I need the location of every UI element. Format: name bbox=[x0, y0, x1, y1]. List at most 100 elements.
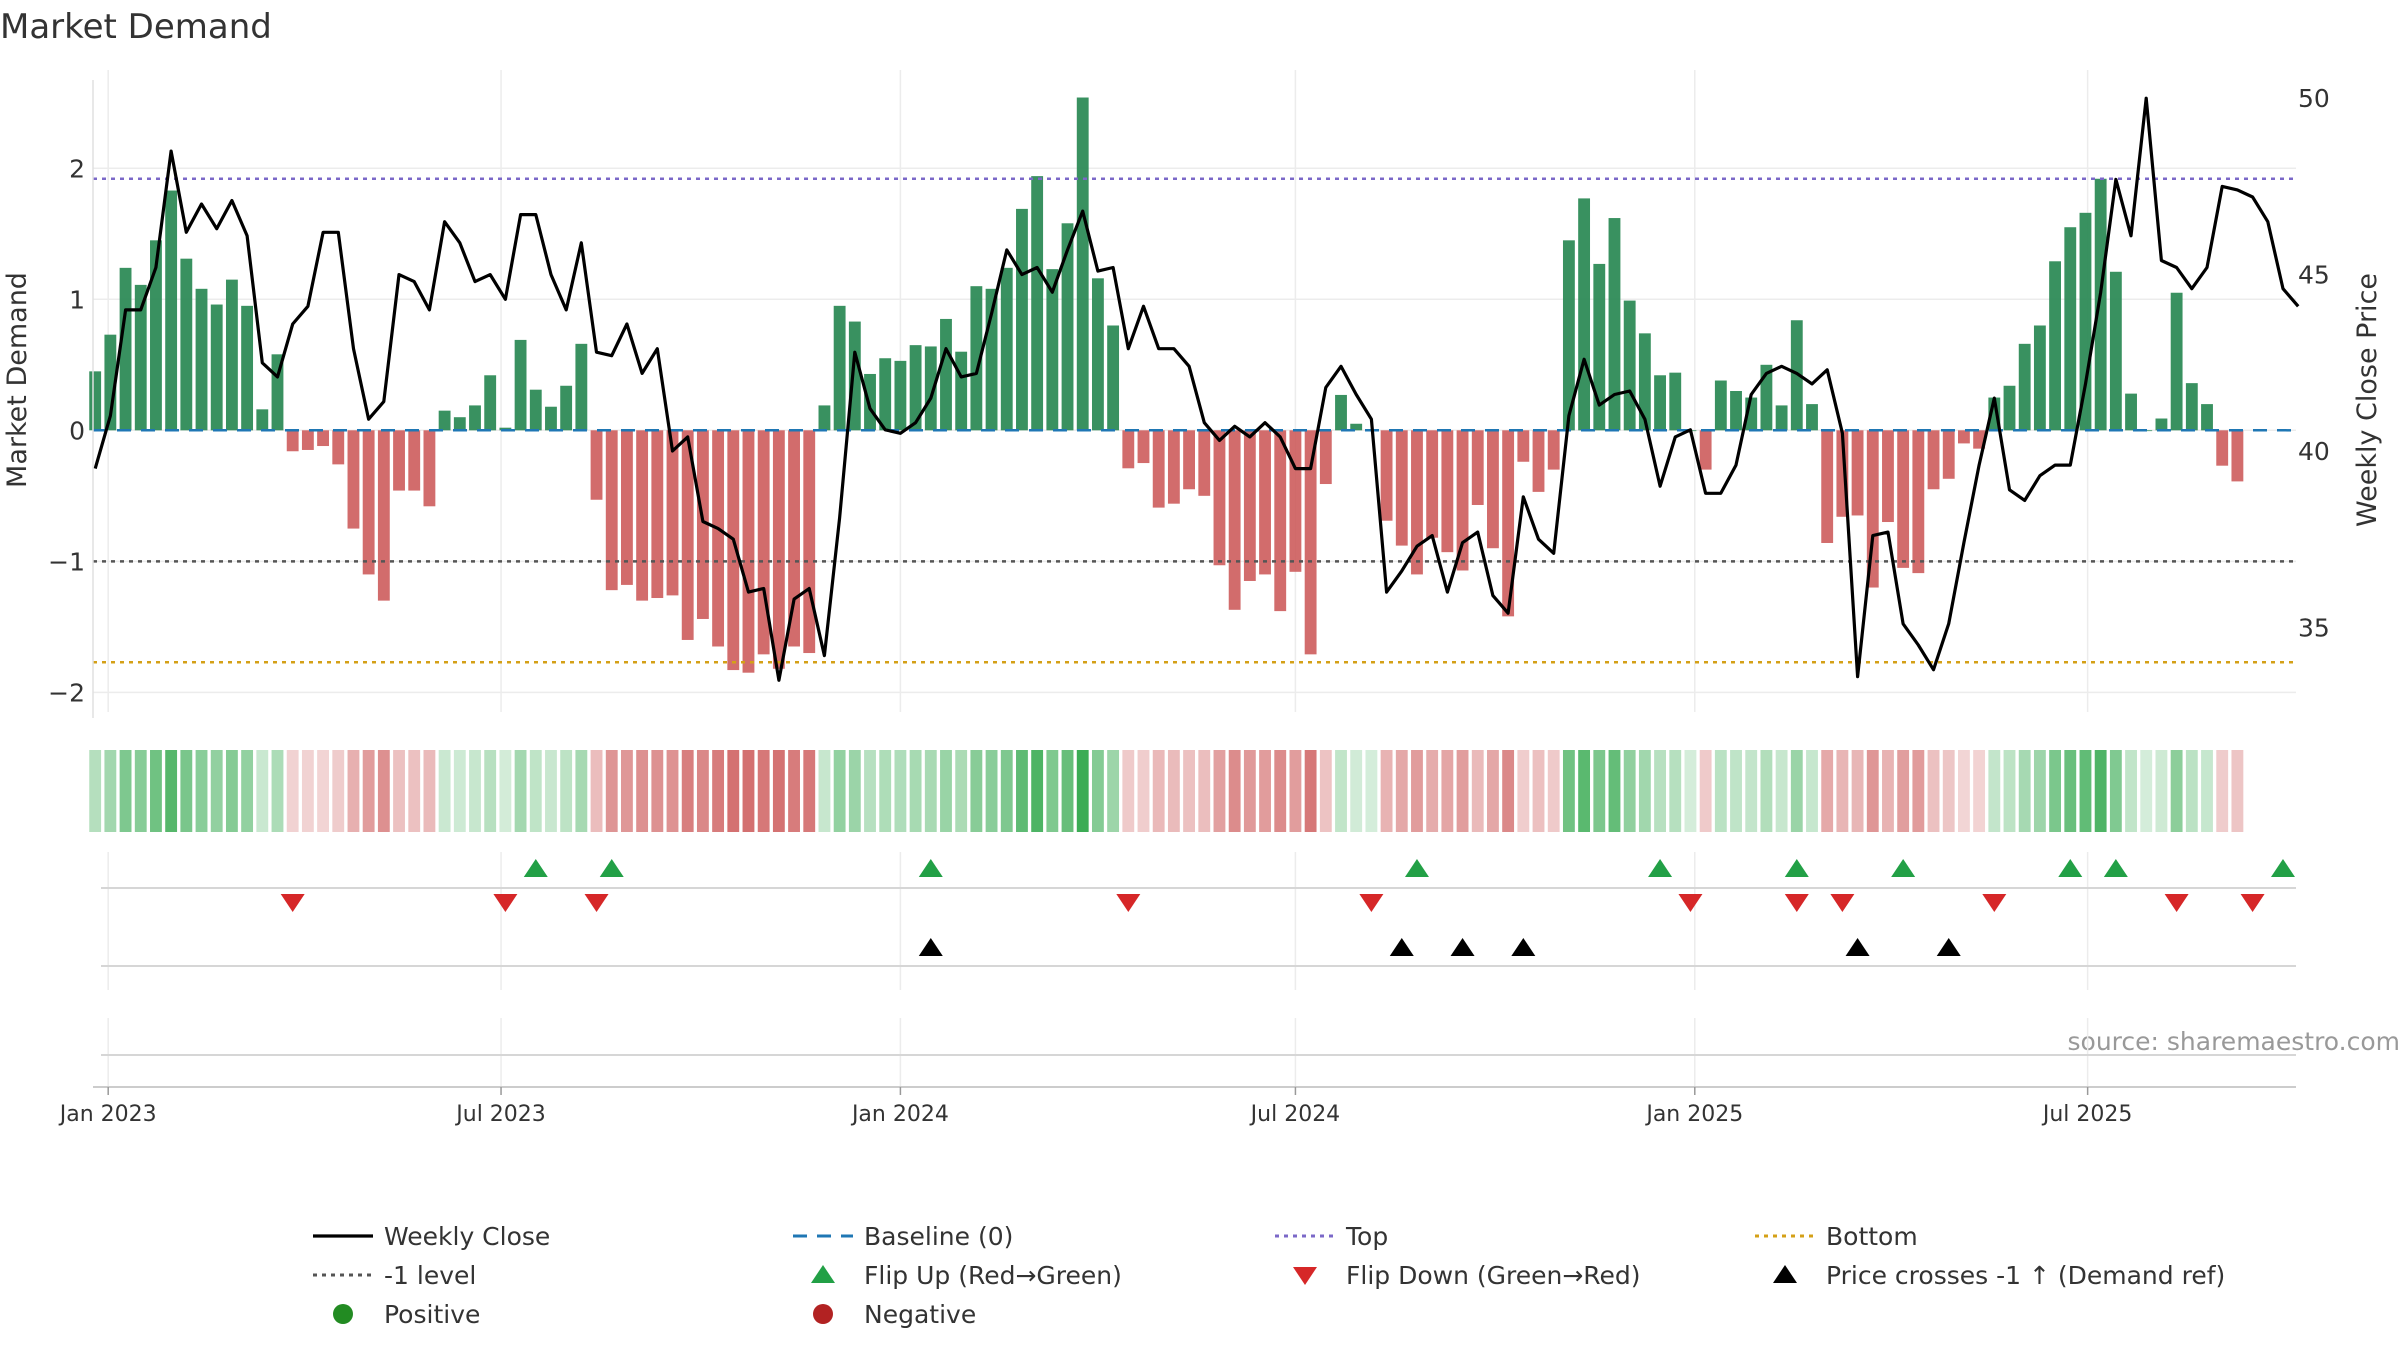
demand-bar bbox=[1395, 430, 1408, 546]
heat-strip-cell bbox=[1806, 750, 1818, 832]
flip-up-marker bbox=[1784, 859, 1809, 877]
demand-bar bbox=[271, 354, 284, 431]
demand-bar bbox=[1259, 430, 1271, 575]
heat-strip-cell bbox=[1775, 750, 1788, 832]
demand-bar bbox=[1441, 430, 1454, 553]
heat-strip-cell bbox=[955, 750, 968, 832]
heat-strip-cell bbox=[590, 750, 603, 832]
heat-strip-cell bbox=[1973, 750, 1986, 832]
heat-strip-cell bbox=[2049, 750, 2062, 832]
demand-bar bbox=[2018, 343, 2031, 431]
demand-bar bbox=[2064, 227, 2077, 431]
heat-strip-cell bbox=[833, 750, 846, 832]
legend-label: Price crosses -1 ↑ (Demand ref) bbox=[1826, 1261, 2225, 1290]
demand-bar bbox=[1228, 430, 1241, 610]
y2-tick-label: 45 bbox=[2298, 261, 2330, 290]
legend-item: Top bbox=[1275, 1222, 1388, 1251]
flip-down-marker bbox=[1784, 894, 1809, 912]
demand-bar bbox=[1927, 430, 1940, 490]
demand-bar bbox=[696, 430, 709, 619]
demand-bar bbox=[1061, 223, 1074, 431]
demand-bar bbox=[1076, 97, 1089, 431]
demand-bar bbox=[195, 288, 208, 431]
demand-bar bbox=[317, 430, 329, 447]
x-tick-label: Jan 2023 bbox=[58, 1102, 157, 1127]
demand-bar bbox=[2155, 418, 2168, 431]
heat-strip-cell bbox=[1213, 750, 1226, 832]
heat-strip-cell bbox=[1532, 750, 1545, 832]
demand-bar bbox=[1456, 430, 1469, 571]
heat-strip-cell bbox=[1866, 750, 1879, 832]
flip-up-marker bbox=[2103, 859, 2128, 877]
demand-bar bbox=[575, 343, 588, 431]
legend-swatch-triangle-down bbox=[1293, 1267, 1317, 1285]
heat-strip-cell bbox=[666, 750, 679, 832]
demand-bar bbox=[1198, 430, 1211, 496]
flip-up-marker bbox=[2270, 859, 2295, 877]
heat-strip-cell bbox=[484, 750, 497, 832]
demand-bar bbox=[1243, 430, 1256, 581]
legend-label: Baseline (0) bbox=[864, 1222, 1013, 1251]
demand-bar bbox=[1608, 218, 1621, 431]
demand-bar bbox=[1957, 430, 1970, 444]
heat-strip-cell bbox=[393, 750, 405, 832]
heat-strip-cell bbox=[241, 750, 254, 832]
heat-strip-cell bbox=[1335, 750, 1347, 832]
demand-bar bbox=[1699, 430, 1712, 470]
legend-label: Weekly Close bbox=[384, 1222, 550, 1251]
heat-strip-cell bbox=[529, 750, 542, 832]
demand-bar bbox=[1942, 430, 1955, 479]
heat-strip-cell bbox=[818, 750, 831, 832]
demand-bar bbox=[104, 334, 117, 431]
demand-bar bbox=[1866, 430, 1879, 588]
flip-down-marker bbox=[2164, 894, 2189, 912]
legend-swatch-circle bbox=[333, 1304, 353, 1324]
heat-strip-cell bbox=[1988, 750, 2001, 832]
demand-bar bbox=[2201, 404, 2213, 431]
heat-strip-cell bbox=[621, 750, 633, 832]
demand-bar bbox=[1821, 430, 1834, 543]
demand-bar bbox=[621, 430, 633, 585]
demand-bar bbox=[134, 284, 147, 431]
demand-bar bbox=[1760, 364, 1773, 431]
grid-layer bbox=[93, 70, 2296, 1087]
heat-strip-cell bbox=[1304, 750, 1317, 832]
demand-heat-strip bbox=[89, 750, 2244, 832]
legend-swatch-triangle-up bbox=[1773, 1265, 1797, 1283]
heat-strip-cell bbox=[1654, 750, 1666, 832]
heat-strip-cell bbox=[195, 750, 208, 832]
heat-strip-cell bbox=[301, 750, 314, 832]
y2-axis-label: Weekly Close Price bbox=[2352, 273, 2383, 527]
demand-bar bbox=[727, 430, 740, 671]
heat-strip-cell bbox=[2003, 750, 2016, 832]
demand-bar bbox=[1471, 430, 1484, 505]
heat-strip-cell bbox=[1836, 750, 1849, 832]
heat-strip-cell bbox=[317, 750, 329, 832]
heat-strip-cell bbox=[377, 750, 390, 832]
demand-bar bbox=[1167, 430, 1180, 504]
demand-bar bbox=[681, 430, 694, 640]
heat-strip-cell bbox=[2018, 750, 2031, 832]
y-tick-label: −2 bbox=[48, 678, 85, 707]
demand-bar bbox=[742, 430, 755, 673]
heat-strip-cell bbox=[423, 750, 436, 832]
demand-bar bbox=[1122, 430, 1135, 469]
heat-strip-cell bbox=[2109, 750, 2122, 832]
demand-bar bbox=[1654, 375, 1666, 431]
heat-strip-cell bbox=[803, 750, 816, 832]
flip-down-marker bbox=[1830, 894, 1855, 912]
heat-strip-cell bbox=[1745, 750, 1758, 832]
heat-strip-cell bbox=[924, 750, 937, 832]
heat-strip-cell bbox=[712, 750, 725, 832]
price-cross-marker bbox=[918, 938, 943, 956]
demand-bar bbox=[590, 430, 603, 500]
heat-strip-cell bbox=[1502, 750, 1515, 832]
demand-bar bbox=[1714, 380, 1727, 431]
demand-bar bbox=[1578, 198, 1591, 431]
heat-strip-cell bbox=[575, 750, 588, 832]
reference-lines bbox=[93, 177, 2296, 664]
heat-strip-cell bbox=[1562, 750, 1575, 832]
demand-bar bbox=[1335, 394, 1347, 431]
demand-bar bbox=[909, 345, 922, 431]
